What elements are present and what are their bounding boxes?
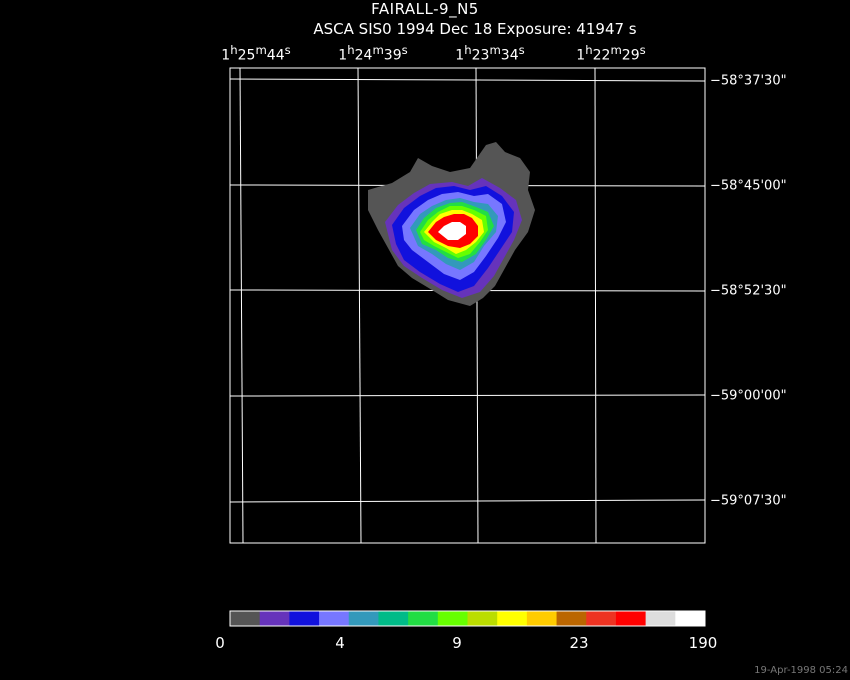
colorbar-border	[229, 610, 706, 627]
colorbar-swatch	[378, 611, 409, 626]
colorbar-swatch	[259, 611, 290, 626]
colorbar-swatch	[645, 611, 676, 626]
colorbar-label: 190	[688, 634, 718, 652]
colorbar-swatch	[408, 611, 439, 626]
ra-tick-label: 1h23m34s	[455, 43, 525, 64]
colorbar-swatch	[526, 611, 558, 626]
image-frame	[229, 67, 706, 544]
colorbar-label: 9	[452, 634, 462, 652]
colorbar-swatch	[437, 611, 468, 626]
dec-tick-label: −58°37'30"	[710, 73, 787, 89]
dec-tick-label: −59°07'30"	[710, 493, 787, 509]
colorbar-swatch	[586, 611, 617, 626]
timestamp: 19-Apr-1998 05:24	[754, 665, 848, 676]
colorbar-swatch	[615, 611, 647, 626]
colorbar-swatch	[289, 611, 320, 626]
colorbar-swatch	[230, 611, 261, 626]
ra-tick-label: 1h22m29s	[576, 43, 646, 64]
image-title: FAIRALL-9_N5	[371, 0, 479, 18]
dec-tick-label: −58°52'30"	[710, 283, 787, 299]
ra-tick-label: 1h25m44s	[221, 43, 291, 64]
ra-tick-label: 1h24m39s	[338, 43, 408, 64]
colorbar-swatch	[467, 611, 498, 626]
xray-source	[368, 142, 535, 306]
colorbar-swatch	[675, 611, 706, 626]
colorbar-swatch	[556, 611, 587, 626]
colorbar	[229, 610, 706, 627]
coordinate-grid	[229, 67, 706, 544]
colorbar-swatch	[497, 611, 528, 626]
colorbar-label: 23	[569, 634, 589, 652]
dec-tick-label: −59°00'00"	[710, 388, 787, 404]
colorbar-swatch	[319, 611, 350, 626]
image-subtitle: ASCA SIS0 1994 Dec 18 Exposure: 41947 s	[313, 20, 637, 38]
colorbar-label: 0	[215, 634, 225, 652]
dec-tick-label: −58°45'00"	[710, 178, 787, 194]
colorbar-label: 4	[335, 634, 345, 652]
colorbar-swatch	[348, 611, 379, 626]
